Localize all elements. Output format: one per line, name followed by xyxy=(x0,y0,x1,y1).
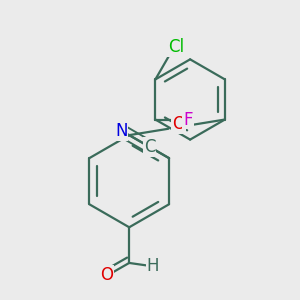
Text: N: N xyxy=(115,122,128,140)
Text: H: H xyxy=(147,257,159,275)
Text: C: C xyxy=(144,138,155,156)
Text: Cl: Cl xyxy=(168,38,184,56)
Text: O: O xyxy=(100,266,113,284)
Text: F: F xyxy=(183,110,193,128)
Text: O: O xyxy=(172,116,185,134)
